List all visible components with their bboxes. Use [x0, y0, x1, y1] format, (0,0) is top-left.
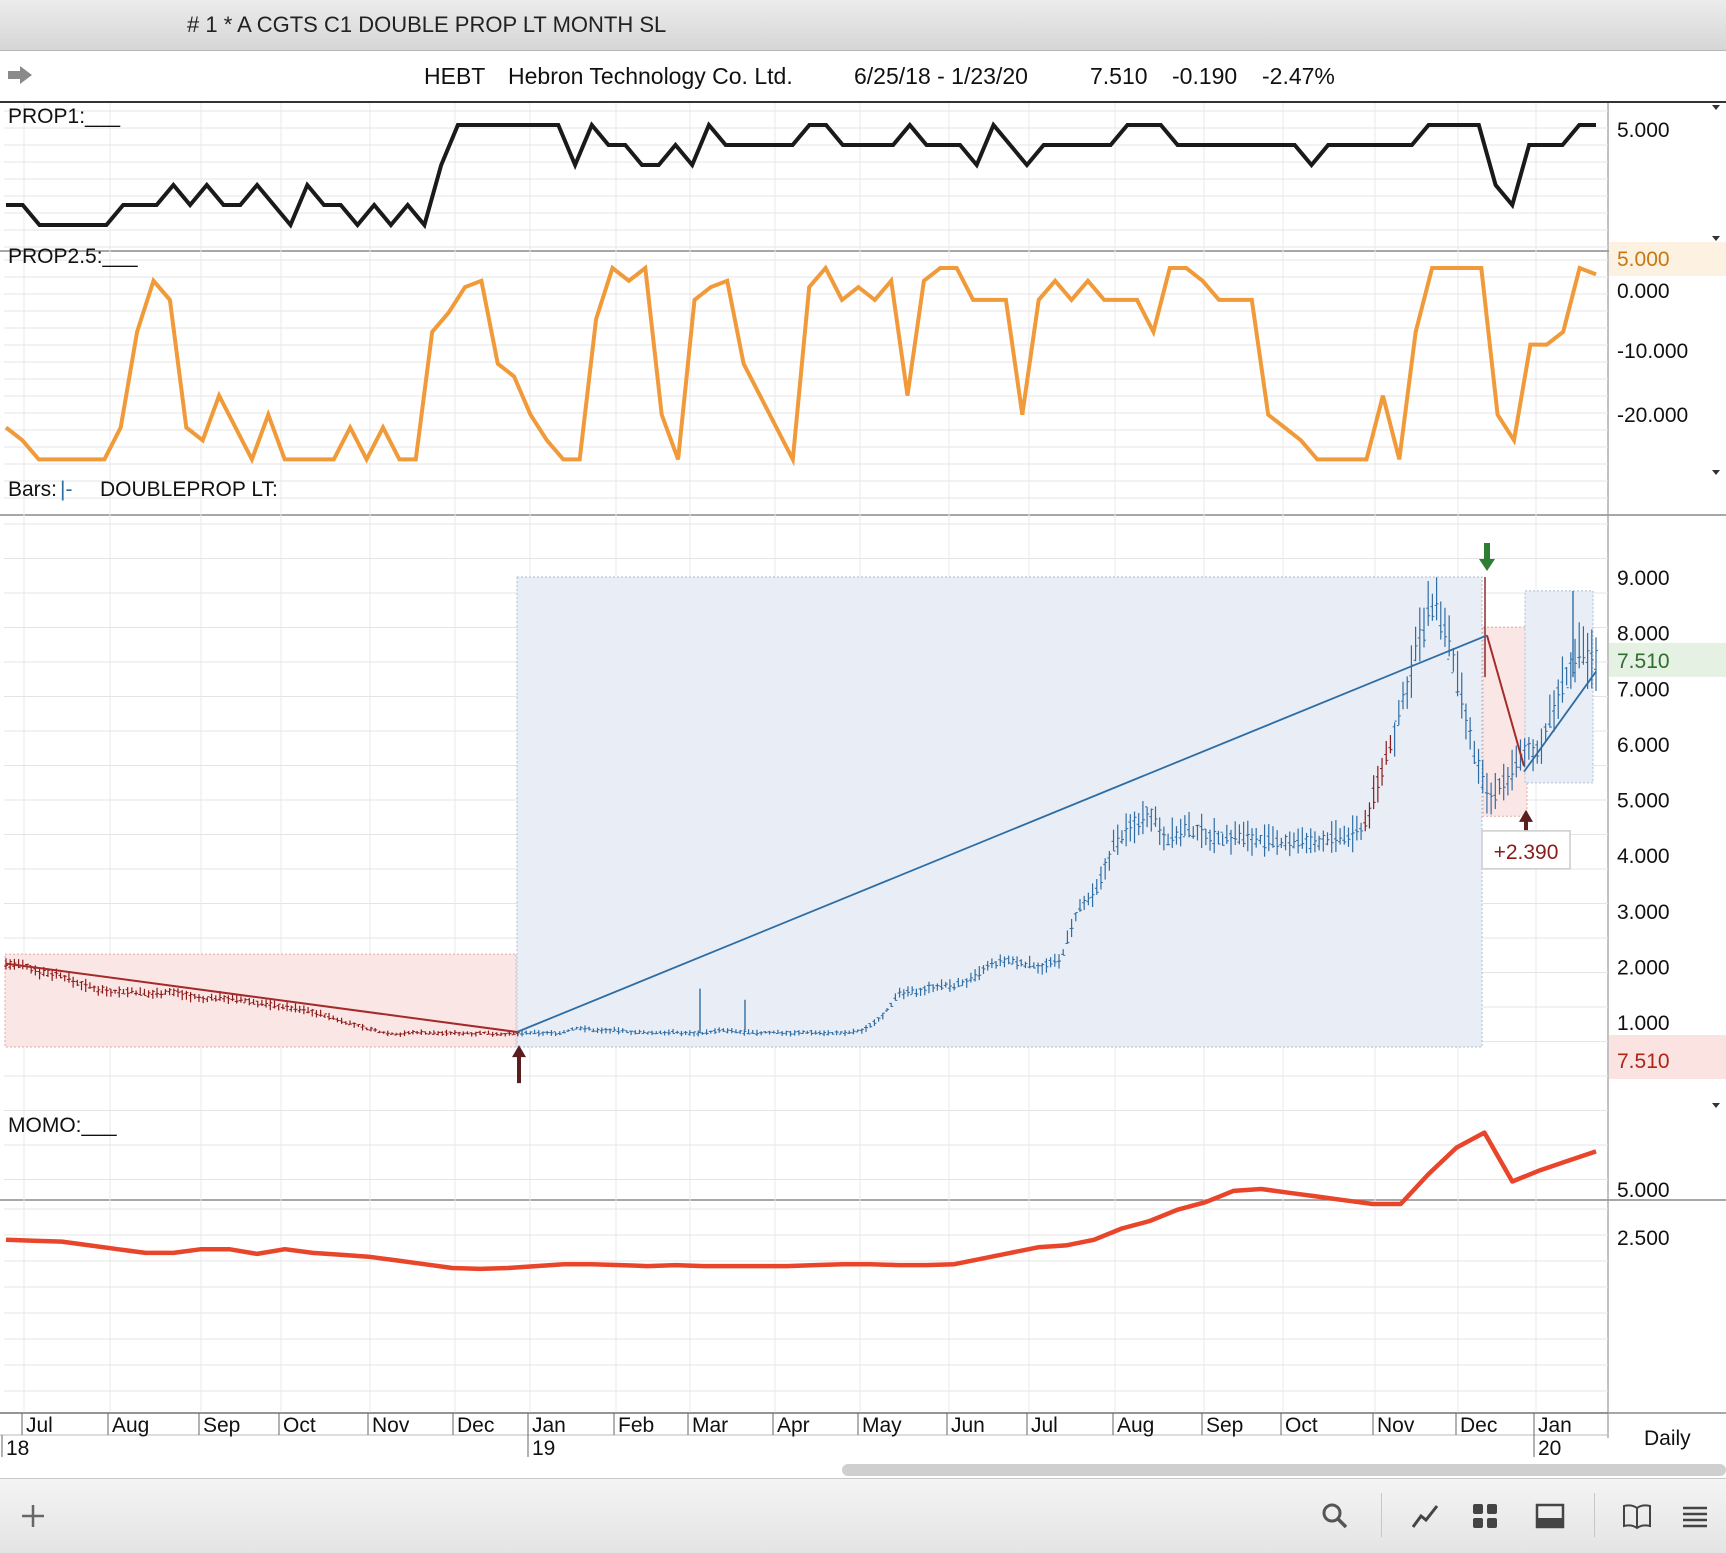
- price-axis-label: 4.000: [1617, 845, 1670, 868]
- panel-menu-icon: [1712, 1103, 1720, 1108]
- month-label: Apr: [777, 1414, 810, 1437]
- add-icon[interactable]: [18, 1501, 48, 1531]
- year-label: 20: [1538, 1437, 1561, 1460]
- last-price-axis-label: 7.510: [1617, 650, 1670, 673]
- symbol-ticker: HEBT: [424, 63, 486, 89]
- month-label: May: [862, 1414, 902, 1437]
- trend-line-down: [5, 962, 518, 1034]
- losing-trade-box: [1482, 626, 1528, 817]
- month-label: Jan: [532, 1414, 566, 1437]
- year-label: 18: [6, 1437, 29, 1460]
- search-icon[interactable]: [1320, 1501, 1350, 1531]
- year-label: 19: [532, 1437, 555, 1460]
- month-label: Jul: [26, 1414, 53, 1437]
- trend-line-up: [516, 634, 1488, 1033]
- month-label: Dec: [457, 1414, 494, 1437]
- month-label: Sep: [1206, 1414, 1243, 1437]
- prop25-axis-label: 5.000: [1617, 248, 1670, 271]
- prop1-series-line: [6, 121, 1596, 230]
- momo-axis-label: 2.500: [1617, 1227, 1670, 1250]
- date-range: 6/25/18 - 1/23/20: [854, 63, 1028, 89]
- price-axis-label: 8.000: [1617, 623, 1670, 646]
- study-legend-label: DOUBLEPROP LT:: [100, 478, 278, 501]
- company-name: Hebron Technology Co. Ltd.: [508, 63, 793, 89]
- last-value-box: [1609, 1035, 1726, 1079]
- prop25-axis-label: -20.000: [1617, 404, 1688, 427]
- panel-menu-icon: [1712, 105, 1720, 110]
- buy-arrow-icon: [512, 1045, 526, 1084]
- month-label: Dec: [1460, 1414, 1497, 1437]
- period-label: Daily: [1644, 1427, 1691, 1450]
- price-axis-layer: 5.000 5.000 0.000 -10.000 -20.000 9.000 8.000 7…: [0, 105, 1726, 1460]
- panel-menu-icon: [1712, 236, 1720, 241]
- month-label: Mar: [692, 1414, 728, 1437]
- forward-arrow-icon[interactable]: [6, 64, 34, 86]
- price-legend-label: Bars:: [8, 478, 57, 501]
- month-label: Aug: [112, 1414, 149, 1437]
- month-label: Jan: [1538, 1414, 1572, 1437]
- menu-icon[interactable]: [1680, 1501, 1710, 1531]
- toolbar-separator: [1594, 1493, 1595, 1537]
- prop25-series-line: [4, 264, 1597, 467]
- prop25-axis-label: 0.000: [1617, 280, 1670, 303]
- winning-trade-box: [1524, 590, 1594, 784]
- month-label: Sep: [203, 1414, 240, 1437]
- month-label: Oct: [1285, 1414, 1318, 1437]
- book-icon[interactable]: [1622, 1501, 1652, 1531]
- month-label: Nov: [372, 1414, 410, 1437]
- bottom-toolbar: [0, 1478, 1726, 1553]
- month-label: Oct: [283, 1414, 316, 1437]
- month-label: Nov: [1377, 1414, 1415, 1437]
- buy-arrow-icon: [1519, 809, 1533, 848]
- panel-menu-icon: [1712, 470, 1720, 475]
- month-label: Jul: [1031, 1414, 1058, 1437]
- symbol-info-bar: HEBT Hebron Technology Co. Ltd. 6/25/18 …: [0, 51, 1726, 103]
- chart-area[interactable]: 5.000 5.000 0.000 -10.000 -20.000 9.000 8.000 7…: [0, 103, 1726, 1463]
- price-axis-label: 7.000: [1617, 678, 1670, 701]
- series-layer: [4, 121, 1598, 1272]
- grid-layout-icon[interactable]: [1470, 1501, 1500, 1531]
- price-axis-label: 6.000: [1617, 734, 1670, 757]
- prop25-axis-label: -10.000: [1617, 340, 1688, 363]
- momo-axis-label: 5.000: [1617, 1179, 1670, 1202]
- momo-last-label: 7.510: [1617, 1050, 1670, 1073]
- price-axis-label: 5.000: [1617, 790, 1670, 813]
- prop1-legend: PROP1:___: [8, 105, 120, 128]
- momo-series-line: [5, 1130, 1597, 1272]
- month-label: Aug: [1117, 1414, 1154, 1437]
- trade-profit-label: +2.390: [1494, 841, 1559, 864]
- last-value-box: [1609, 121, 1726, 155]
- toolbar-separator: [1381, 1493, 1382, 1537]
- trend-line-down: [1486, 635, 1525, 767]
- sell-arrow-icon: [1479, 543, 1495, 571]
- price-axis-label: 3.000: [1617, 901, 1670, 924]
- momo-legend: MOMO:___: [8, 1114, 117, 1137]
- trade-highlight-layer: [4, 576, 1594, 1048]
- label-layer: +2.390 PROP1:___ PROP2.5:___ Bars: |- DOUBLEP…: [8, 105, 1571, 1137]
- price-axis-label: 1.000: [1617, 1012, 1670, 1035]
- last-price: 7.510: [1090, 63, 1148, 89]
- bars-style-indicator: |-: [60, 478, 72, 501]
- panel-layout-icon[interactable]: [1535, 1501, 1565, 1531]
- month-label: Feb: [618, 1414, 654, 1437]
- price-axis-label: 2.000: [1617, 956, 1670, 979]
- prop25-legend: PROP2.5:___: [8, 245, 138, 268]
- month-label: Jun: [951, 1414, 985, 1437]
- losing-trade-box: [4, 953, 517, 1048]
- trend-line-up: [1523, 671, 1597, 773]
- last-value-box: [1609, 642, 1726, 677]
- window-titlebar: # 1 * A CGTS C1 DOUBLE PROP LT MONTH SL: [0, 0, 1726, 51]
- winning-trade-box: [516, 576, 1483, 1048]
- last-value-box: [1609, 242, 1726, 276]
- price-change: -0.190: [1172, 63, 1238, 89]
- trade-profit-box: [1481, 830, 1571, 870]
- prop1-axis-label: 5.000: [1617, 119, 1670, 142]
- price-axis-label: 9.000: [1617, 567, 1670, 590]
- window-title: # 1 * A CGTS C1 DOUBLE PROP LT MONTH SL: [187, 12, 667, 37]
- horizontal-scrollbar[interactable]: [842, 1464, 1726, 1476]
- price-change-percent: -2.47%: [1262, 63, 1335, 89]
- draw-trendline-icon[interactable]: [1410, 1501, 1440, 1531]
